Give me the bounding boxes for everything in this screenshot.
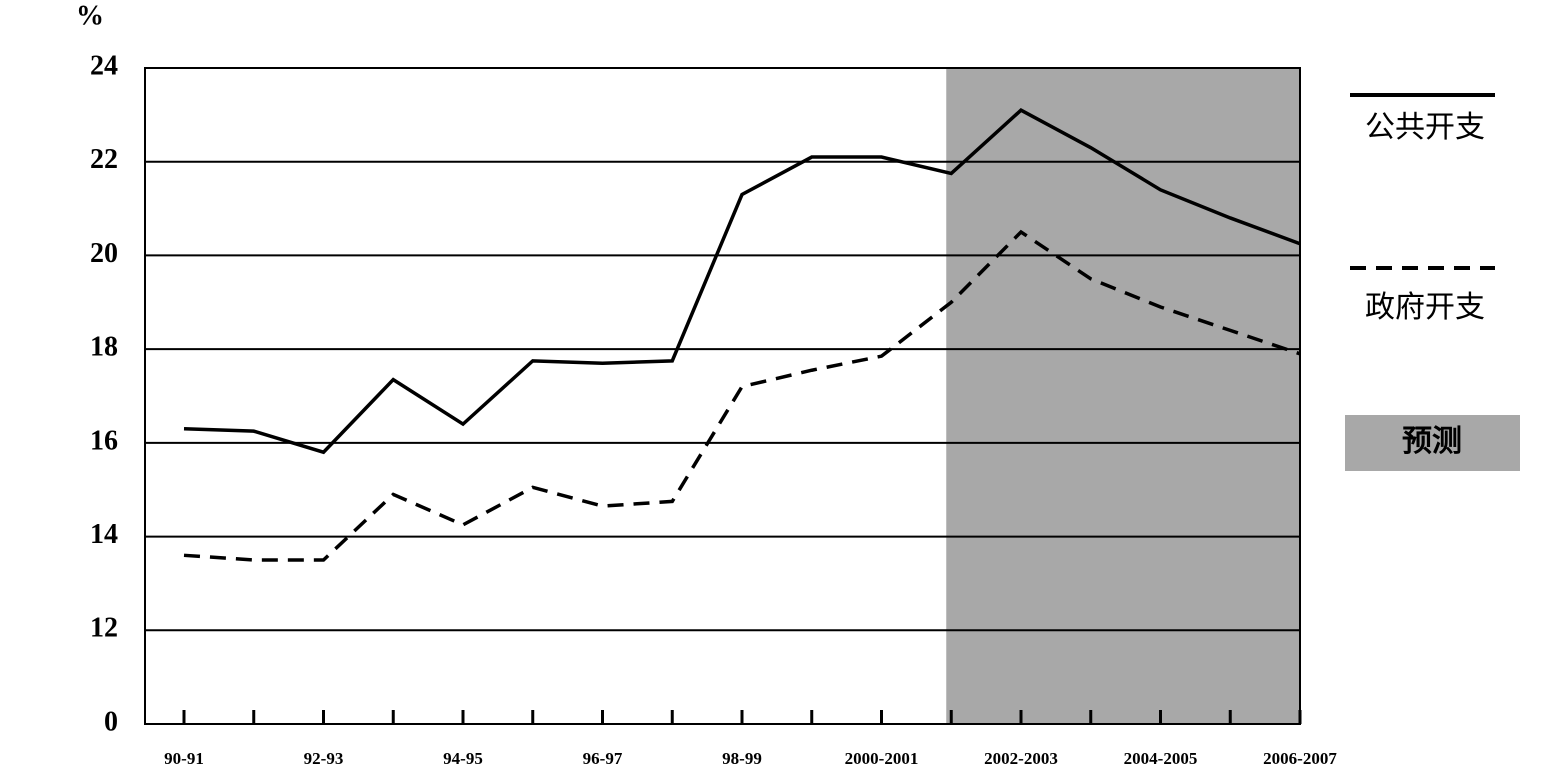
- x-tick-label: 2006-2007: [1263, 749, 1337, 768]
- legend-forecast-swatch: [1345, 415, 1520, 471]
- y-tick-label: 12: [90, 613, 118, 644]
- y-axis-label: %: [76, 0, 104, 31]
- x-tick-label: 2004-2005: [1124, 749, 1198, 768]
- forecast-region: [946, 68, 1300, 724]
- y-tick-label: 18: [90, 332, 118, 363]
- plot-frame: [144, 67, 1301, 725]
- y-tick-label: 0: [104, 706, 118, 737]
- y-tick-label: 16: [90, 425, 118, 456]
- x-tick-label: 92-93: [304, 749, 344, 768]
- legend-label: 公共开支: [1365, 111, 1485, 144]
- legend-label: 政府开支: [1365, 291, 1485, 324]
- y-tick-label: 14: [90, 519, 118, 550]
- x-tick-label: 94-95: [443, 749, 483, 768]
- series-line: [183, 108, 1301, 455]
- x-tick-label: 96-97: [583, 749, 623, 768]
- legend-forecast-label: 预测: [1402, 425, 1462, 458]
- x-tick-label: 90-91: [164, 749, 204, 768]
- y-tick-label: 22: [90, 144, 118, 175]
- x-tick-label: 2000-2001: [845, 749, 919, 768]
- x-tick-label: 2002-2003: [984, 749, 1058, 768]
- y-tick-label: 20: [90, 238, 118, 269]
- y-tick-label: 24: [90, 50, 118, 81]
- series-line: [183, 229, 1301, 562]
- x-tick-label: 98-99: [722, 749, 762, 768]
